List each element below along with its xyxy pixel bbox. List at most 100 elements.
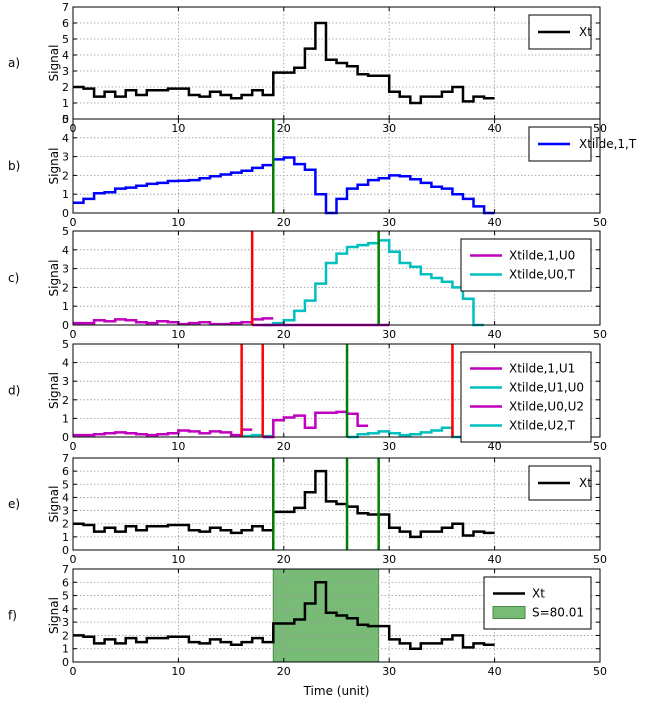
- legend: Xt: [528, 14, 592, 50]
- x-tick-label: 40: [488, 553, 502, 566]
- y-tick-label: 2: [62, 394, 69, 407]
- x-tick-label: 10: [171, 122, 185, 135]
- y-tick-label: 3: [62, 505, 69, 518]
- y-tick-label: 0: [62, 544, 69, 557]
- panel-label: b): [8, 159, 20, 173]
- y-tick-label: 6: [62, 465, 69, 478]
- legend-box: [483, 576, 592, 630]
- legend-label: Xtilde,1,U0: [509, 249, 575, 263]
- y-axis-label: Signal: [47, 372, 61, 409]
- y-tick-label: 3: [62, 65, 69, 78]
- y-axis-label: Signal: [47, 260, 61, 297]
- x-axis-label: Time (unit): [303, 684, 370, 698]
- panel-label: e): [8, 497, 20, 511]
- legend-label: Xtilde,U0,T: [509, 268, 576, 282]
- x-tick-label: 0: [70, 553, 77, 566]
- series-line-xtilde-1-u1: [73, 428, 253, 437]
- y-tick-label: 0: [62, 431, 69, 444]
- series-line-xt: [73, 469, 495, 539]
- y-tick-label: 3: [62, 616, 69, 629]
- y-tick-label: 1: [62, 531, 69, 544]
- x-tick-label: 10: [171, 553, 185, 566]
- y-axis-label: Signal: [47, 45, 61, 82]
- axes-frame: [72, 568, 601, 663]
- legend-label: Xtilde,1,T: [579, 137, 637, 151]
- x-tick-label: 0: [70, 328, 77, 341]
- legend: Xt S=80.01: [483, 576, 592, 630]
- y-tick-label: 2: [62, 281, 69, 294]
- x-tick-label: 10: [171, 328, 185, 341]
- x-tick-label: 50: [593, 665, 607, 678]
- y-tick-label: 0: [62, 113, 69, 126]
- x-tick-label: 20: [277, 440, 291, 453]
- x-tick-label: 10: [171, 665, 185, 678]
- y-tick-label: 7: [62, 563, 69, 576]
- x-tick-label: 30: [382, 122, 396, 135]
- x-tick-label: 50: [593, 328, 607, 341]
- y-tick-label: 1: [62, 188, 69, 201]
- panel-label: f): [8, 609, 17, 623]
- y-tick-label: 5: [62, 225, 69, 238]
- series-line-xtilde-1-t: [73, 156, 495, 215]
- y-tick-label: 2: [62, 169, 69, 182]
- x-tick-label: 40: [488, 216, 502, 229]
- x-tick-label: 10: [171, 440, 185, 453]
- series-line-xt: [73, 581, 495, 650]
- legend: Xt: [528, 465, 592, 501]
- legend-label: Xtilde,1,U1: [509, 362, 575, 376]
- series-line-xtilde-u0-t: [262, 239, 485, 327]
- y-tick-label: 3: [62, 151, 69, 164]
- legend: Xtilde,1,U1 Xtilde,U1,U0 Xtilde,U0,U2 Xtild…: [460, 351, 592, 443]
- x-tick-label: 50: [593, 440, 607, 453]
- x-tick-label: 20: [277, 553, 291, 566]
- y-axis-label: Signal: [47, 486, 61, 523]
- series-line-xt: [73, 21, 495, 105]
- x-tick-label: 30: [382, 440, 396, 453]
- axes-frame: [72, 457, 601, 551]
- y-tick-label: 5: [62, 590, 69, 603]
- axes-frame: [72, 230, 601, 326]
- y-tick-label: 5: [62, 33, 69, 46]
- y-tick-label: 7: [62, 452, 69, 465]
- y-axis-label: Signal: [47, 148, 61, 185]
- x-tick-label: 50: [593, 216, 607, 229]
- legend-label: Xtilde,U1,U0: [509, 381, 584, 395]
- y-tick-label: 4: [62, 357, 69, 370]
- axes-frame: [72, 343, 601, 438]
- panel-label: c): [8, 271, 19, 285]
- y-tick-label: 2: [62, 518, 69, 531]
- y-tick-label: 0: [62, 656, 69, 669]
- x-tick-label: 20: [277, 328, 291, 341]
- y-tick-label: 1: [62, 643, 69, 656]
- y-tick-label: 1: [62, 300, 69, 313]
- y-tick-label: 3: [62, 263, 69, 276]
- y-tick-label: 4: [62, 491, 69, 504]
- x-tick-label: 50: [593, 553, 607, 566]
- x-tick-label: 40: [488, 328, 502, 341]
- y-tick-label: 4: [62, 49, 69, 62]
- y-tick-label: 1: [62, 412, 69, 425]
- y-tick-label: 6: [62, 576, 69, 589]
- y-tick-label: 4: [62, 244, 69, 257]
- y-tick-label: 2: [62, 629, 69, 642]
- legend-box: [460, 351, 592, 443]
- legend-box: [460, 238, 592, 292]
- legend-label: S=80.01: [532, 606, 584, 620]
- x-tick-label: 20: [277, 122, 291, 135]
- y-tick-label: 5: [62, 338, 69, 351]
- x-tick-label: 30: [382, 328, 396, 341]
- legend-swatch: [492, 606, 526, 619]
- x-tick-label: 40: [488, 122, 502, 135]
- x-tick-label: 10: [171, 216, 185, 229]
- legend: Xtilde,1,T: [528, 126, 637, 162]
- x-tick-label: 30: [382, 665, 396, 678]
- x-tick-label: 0: [70, 665, 77, 678]
- x-tick-label: 20: [277, 665, 291, 678]
- series-line-xtilde-1-u0: [73, 317, 274, 326]
- y-tick-label: 7: [62, 1, 69, 14]
- y-tick-label: 0: [62, 207, 69, 220]
